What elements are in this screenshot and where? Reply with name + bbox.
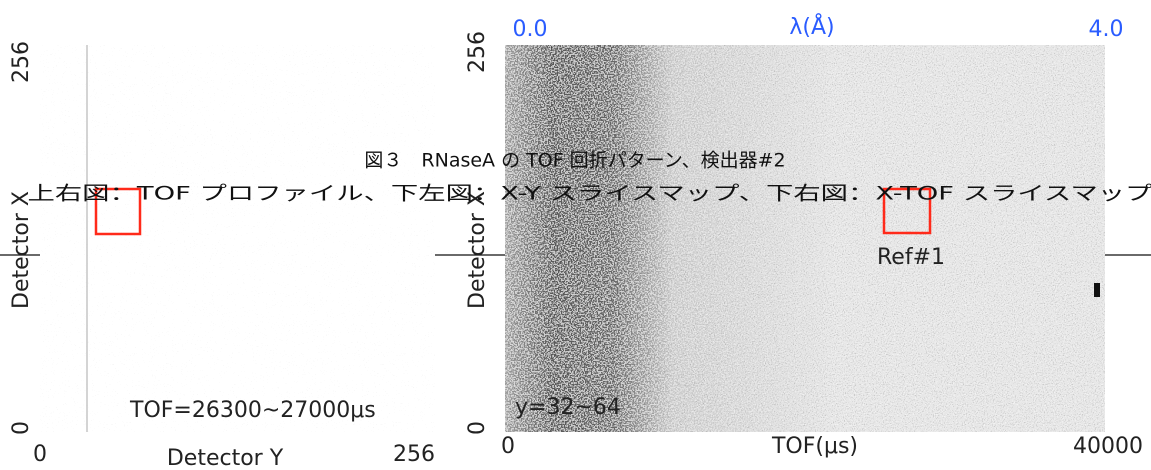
- top-axis-min: 0.0: [513, 17, 548, 42]
- y-axis-label: Detector X: [9, 191, 34, 309]
- top-axis-label: λ(Å): [789, 13, 834, 40]
- roi-box: [94, 187, 142, 236]
- y-axis-max: 256: [465, 31, 490, 73]
- caption-line: 上右図：TOF プロファイル、下左図：X-Y スライスマップ、下右図：X-TOF…: [28, 183, 1151, 205]
- roi-box: [882, 187, 932, 235]
- top-axis-max: 4.0: [1089, 17, 1124, 42]
- x-axis-min: 0: [33, 442, 47, 467]
- x-axis-label: Detector Y: [167, 446, 284, 470]
- annotation: y=32~64: [515, 395, 621, 420]
- y-axis-min: 0: [9, 421, 34, 435]
- detector-seam: [86, 45, 88, 432]
- x-axis-label: TOF(μs): [771, 434, 858, 459]
- y-axis-max: 256: [9, 41, 34, 83]
- spot: [1094, 283, 1100, 297]
- caption-line: 図３ RNaseA の TOF 回折パターン、検出器#2: [364, 150, 785, 172]
- x-axis-max: 256: [393, 442, 435, 467]
- x-axis-max: 40000: [1073, 434, 1143, 459]
- marker-label: Ref#1: [877, 245, 945, 270]
- x-axis-min: 0: [501, 434, 515, 459]
- y-axis-label: Detector X: [465, 191, 490, 309]
- x-tof-dense-region: [505, 45, 1105, 432]
- xy-slice-map: [40, 45, 435, 432]
- annotation: TOF=26300~27000μs: [129, 398, 376, 423]
- y-axis-min: 0: [465, 421, 490, 435]
